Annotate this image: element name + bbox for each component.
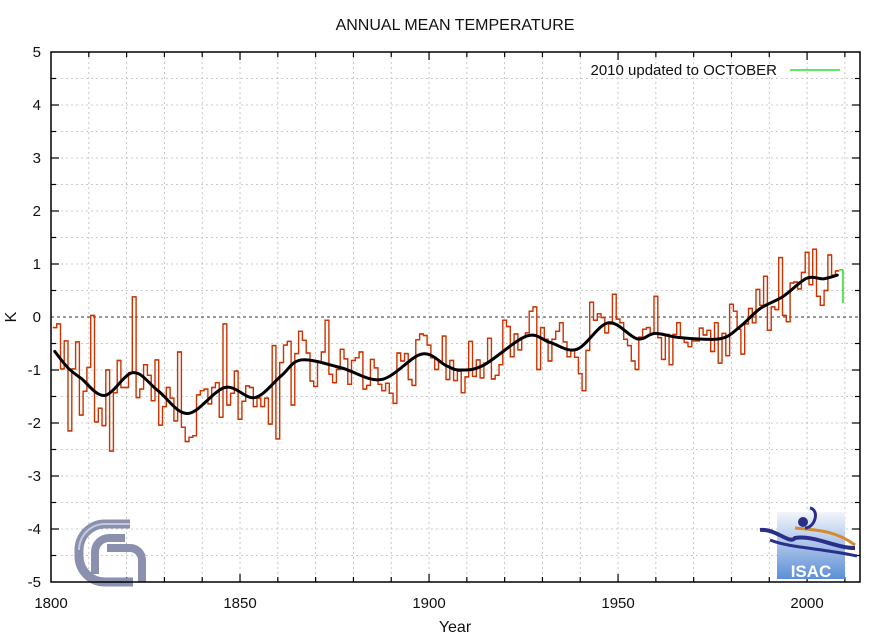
- y-tick-label: -4: [28, 521, 41, 538]
- plot-frame: [50, 51, 861, 583]
- x-tick-labels: 1800 1850 1900 1950 2000: [34, 595, 823, 612]
- annual-step-line: [52, 248, 840, 452]
- legend-label: 2010 updated to OCTOBER: [590, 62, 777, 79]
- y-tick-labels: -5 -4 -3 -2 -1 0 1 2 3 4 5: [28, 44, 41, 591]
- legend: 2010 updated to OCTOBER: [590, 62, 840, 79]
- y-axis-label: K: [3, 311, 20, 322]
- x-axis-label: Year: [439, 619, 472, 636]
- x-tick-label: 1850: [223, 595, 256, 612]
- y-tick-label: 5: [33, 44, 41, 61]
- series-smoothed: [53, 273, 839, 415]
- series-annual-anomaly: [52, 248, 840, 452]
- y-tick-label: -5: [28, 574, 41, 591]
- y-tick-label: 3: [33, 150, 41, 167]
- y-tick-label: 2: [33, 203, 41, 220]
- y-tick-label: -1: [28, 362, 41, 379]
- isac-logo-text: ISAC: [791, 562, 832, 581]
- axis-ticks: [51, 52, 860, 582]
- y-tick-label: 0: [33, 309, 41, 326]
- x-tick-label: 1800: [34, 595, 67, 612]
- y-tick-label: 4: [33, 97, 41, 114]
- chart-title: ANNUAL MEAN TEMPERATURE: [336, 17, 575, 34]
- x-tick-label: 1950: [601, 595, 634, 612]
- y-tick-label: -2: [28, 415, 41, 432]
- isac-logo: ISAC: [759, 506, 858, 581]
- x-tick-label: 2000: [790, 595, 823, 612]
- series-2010-partial: [839, 269, 844, 304]
- cnr-logo: [74, 519, 146, 587]
- x-tick-label: 1900: [412, 595, 445, 612]
- y-tick-label: 1: [33, 256, 41, 273]
- y-tick-label: -3: [28, 468, 41, 485]
